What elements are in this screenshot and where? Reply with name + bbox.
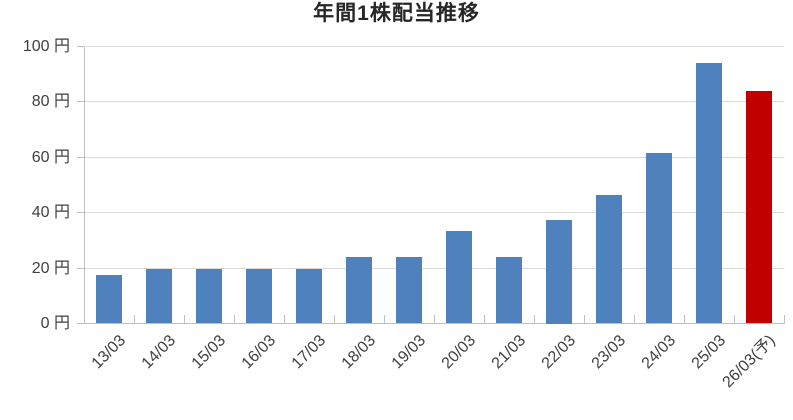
x-axis-label: 14/03 — [138, 332, 180, 373]
y-axis-tick — [77, 212, 84, 214]
x-axis-tick — [283, 314, 285, 324]
y-axis-tick — [77, 101, 84, 103]
bar — [96, 275, 122, 324]
y-axis-label: 60 円 — [31, 148, 70, 166]
x-axis-tick — [633, 314, 635, 324]
y-axis-tick — [77, 323, 84, 324]
x-axis-label: 18/03 — [338, 332, 380, 373]
x-axis-label: 23/03 — [588, 332, 630, 373]
x-axis-line — [84, 323, 784, 324]
bar — [296, 269, 322, 324]
y-axis-label: 80 円 — [31, 93, 70, 111]
y-axis-label: 40 円 — [31, 204, 70, 222]
x-axis-tick — [533, 314, 535, 324]
bar — [246, 269, 272, 324]
gridline-20 — [84, 267, 784, 269]
x-axis-tick — [233, 314, 235, 324]
x-axis-tick — [433, 314, 435, 324]
x-axis-tick — [83, 314, 85, 324]
bar — [446, 230, 472, 324]
gridline-60 — [84, 156, 784, 158]
bar — [496, 257, 522, 324]
y-axis-tick — [77, 267, 84, 269]
x-axis-label: 20/03 — [438, 332, 480, 373]
x-axis-label: 17/03 — [288, 332, 330, 373]
x-axis-label: 22/03 — [538, 332, 580, 373]
y-axis-line — [83, 46, 85, 324]
bar-forecast — [746, 90, 772, 324]
x-axis-label: 13/03 — [88, 332, 130, 373]
bar — [546, 219, 572, 324]
x-axis-label: 24/03 — [638, 332, 680, 373]
x-axis-label: 25/03 — [688, 332, 730, 373]
gridline-40 — [84, 212, 784, 214]
y-axis-tick — [77, 46, 84, 47]
x-axis-label: 19/03 — [388, 332, 430, 373]
x-axis-tick — [783, 314, 785, 324]
x-axis-tick — [483, 314, 485, 324]
bar — [396, 257, 422, 324]
x-axis-tick — [333, 314, 335, 324]
gridline-80 — [84, 101, 784, 103]
bar — [196, 269, 222, 324]
x-axis-label: 21/03 — [488, 332, 530, 373]
y-axis-label: 20 円 — [31, 259, 70, 277]
gridline-100 — [84, 46, 784, 47]
y-axis-tick — [77, 156, 84, 158]
bar — [146, 269, 172, 324]
bar — [596, 194, 622, 324]
bar — [646, 153, 672, 324]
x-axis-label: 15/03 — [188, 332, 230, 373]
x-axis-label: 16/03 — [238, 332, 280, 373]
bar — [696, 63, 722, 324]
x-axis-tick — [183, 314, 185, 324]
chart-title: 年間1株配当推移 — [313, 2, 480, 25]
y-axis-label: 0 円 — [40, 315, 70, 332]
bar — [346, 257, 372, 324]
x-axis-label: 26/03(予) — [719, 332, 780, 392]
x-axis-tick — [133, 314, 135, 324]
x-axis-tick — [683, 314, 685, 324]
x-axis-tick — [583, 314, 585, 324]
x-axis-tick — [733, 314, 735, 324]
y-axis-label: 100 円 — [22, 38, 70, 55]
x-axis-tick — [383, 314, 385, 324]
